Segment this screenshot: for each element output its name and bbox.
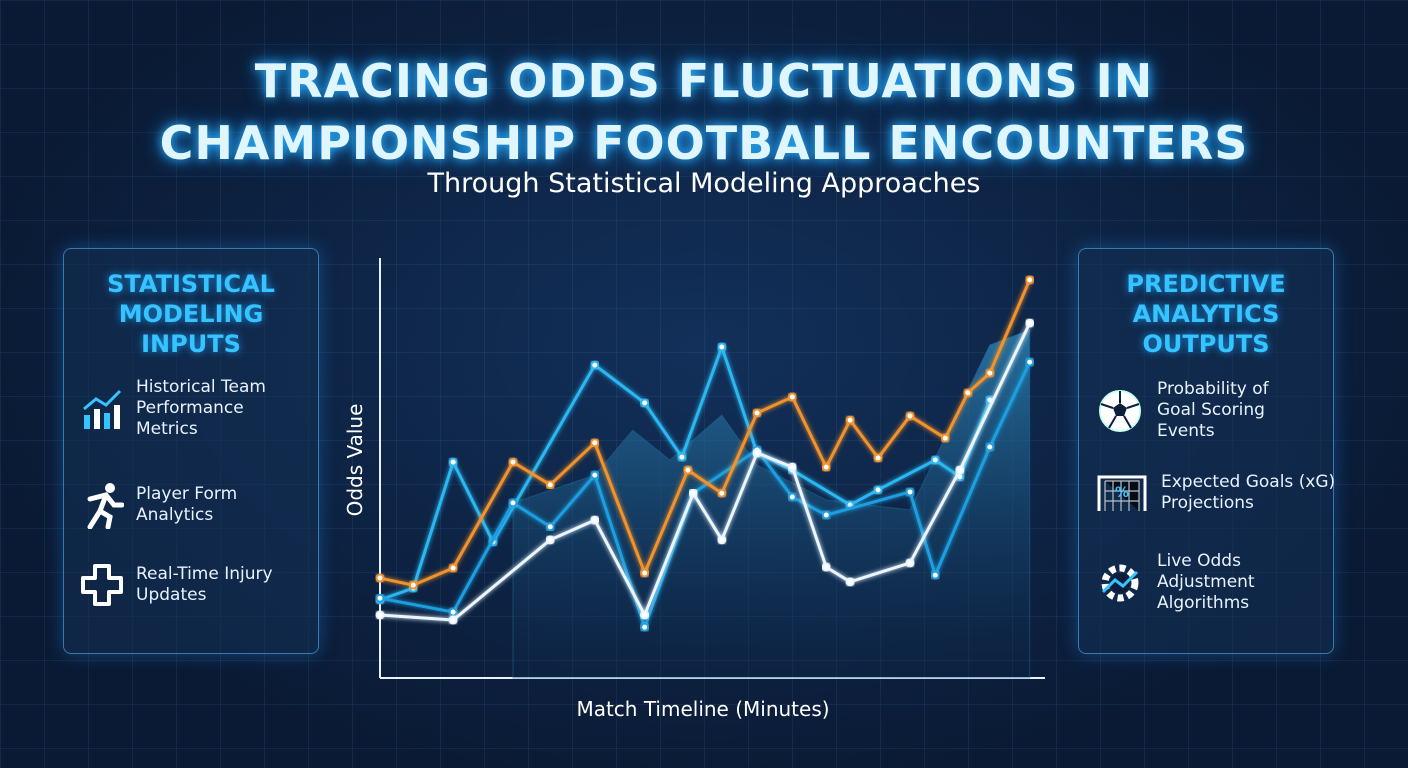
point <box>448 563 458 573</box>
line <box>379 322 1032 622</box>
point <box>955 465 965 475</box>
point <box>545 535 555 545</box>
line <box>379 361 1032 629</box>
icon <box>81 564 123 606</box>
item-text: Historical Team Performance Metrics <box>136 377 266 439</box>
point <box>905 487 915 497</box>
title: TRACING ODDS FLUCTUATIONS IN CHAMPIONSHI… <box>159 54 1249 170</box>
x-axis-label: Match Timeline (Minutes) <box>576 697 829 721</box>
icon <box>83 389 122 429</box>
point <box>545 480 555 490</box>
panel-item: Real-Time Injury Updates <box>80 563 276 607</box>
point <box>821 462 831 472</box>
panel-item: Probability of Goal Scoring Events <box>1095 379 1287 442</box>
point <box>448 615 458 625</box>
panel-title: STATISTICAL MODELING INPUTS <box>107 270 275 358</box>
panel-item: % Expected Goals (xG) Projections <box>1095 471 1341 515</box>
point <box>590 360 600 370</box>
point <box>1025 318 1035 328</box>
subtitle: Through Statistical Modeling Approaches <box>427 168 981 199</box>
point <box>845 577 855 587</box>
point <box>845 415 855 425</box>
panel-item: Historical Team Performance Metrics <box>80 377 266 440</box>
inputs-panel: STATISTICAL MODELING INPUTS Historical T… <box>63 248 319 654</box>
point <box>821 510 831 520</box>
point <box>448 457 458 467</box>
point <box>821 562 831 572</box>
point <box>677 452 687 462</box>
y-axis-label: Odds Value <box>343 404 367 517</box>
point <box>717 342 727 352</box>
point <box>905 411 915 421</box>
point <box>375 593 385 603</box>
point <box>640 610 650 620</box>
point <box>930 455 940 465</box>
point <box>688 488 698 498</box>
point <box>985 442 995 452</box>
point <box>408 580 418 590</box>
point <box>508 457 518 467</box>
point <box>448 607 458 617</box>
icon <box>1101 564 1139 601</box>
icon <box>87 483 124 529</box>
point <box>940 433 950 443</box>
panel-item: Player Form Analytics <box>80 481 266 529</box>
point <box>375 573 385 583</box>
point <box>683 465 693 475</box>
point <box>590 515 600 525</box>
point <box>905 558 915 568</box>
area <box>512 329 1031 679</box>
point <box>545 522 555 532</box>
item-text: Expected Goals (xG) Projections <box>1161 472 1336 513</box>
point <box>1025 357 1035 367</box>
svg-text:%: % <box>1115 485 1129 501</box>
item-text: Player Form Analytics <box>136 484 238 525</box>
point <box>508 498 518 508</box>
point <box>930 570 940 580</box>
point <box>752 448 762 458</box>
point <box>590 470 600 480</box>
panel-item: Live Odds Adjustment Algorithms <box>1095 551 1287 614</box>
point <box>787 492 797 502</box>
point <box>1025 275 1035 285</box>
point <box>640 398 650 408</box>
point <box>963 388 973 398</box>
outputs-panel: PREDICTIVE ANALYTICS OUTPUTS Probability… <box>1078 248 1335 654</box>
item-text: Real-Time Injury Updates <box>136 564 273 605</box>
icon: % <box>1097 475 1147 511</box>
item-text: Live Odds Adjustment Algorithms <box>1157 551 1255 613</box>
point <box>717 488 727 498</box>
point <box>985 368 995 378</box>
point <box>787 392 797 402</box>
point <box>590 438 600 448</box>
point <box>752 408 762 418</box>
point <box>640 568 650 578</box>
item-text: Probability of Goal Scoring Events <box>1157 379 1269 441</box>
point <box>375 610 385 620</box>
point <box>717 535 727 545</box>
point <box>873 485 883 495</box>
panel-title: PREDICTIVE ANALYTICS OUTPUTS <box>1126 270 1286 358</box>
point <box>640 622 650 632</box>
icon <box>1099 389 1141 432</box>
point <box>873 453 883 463</box>
point <box>787 462 797 472</box>
